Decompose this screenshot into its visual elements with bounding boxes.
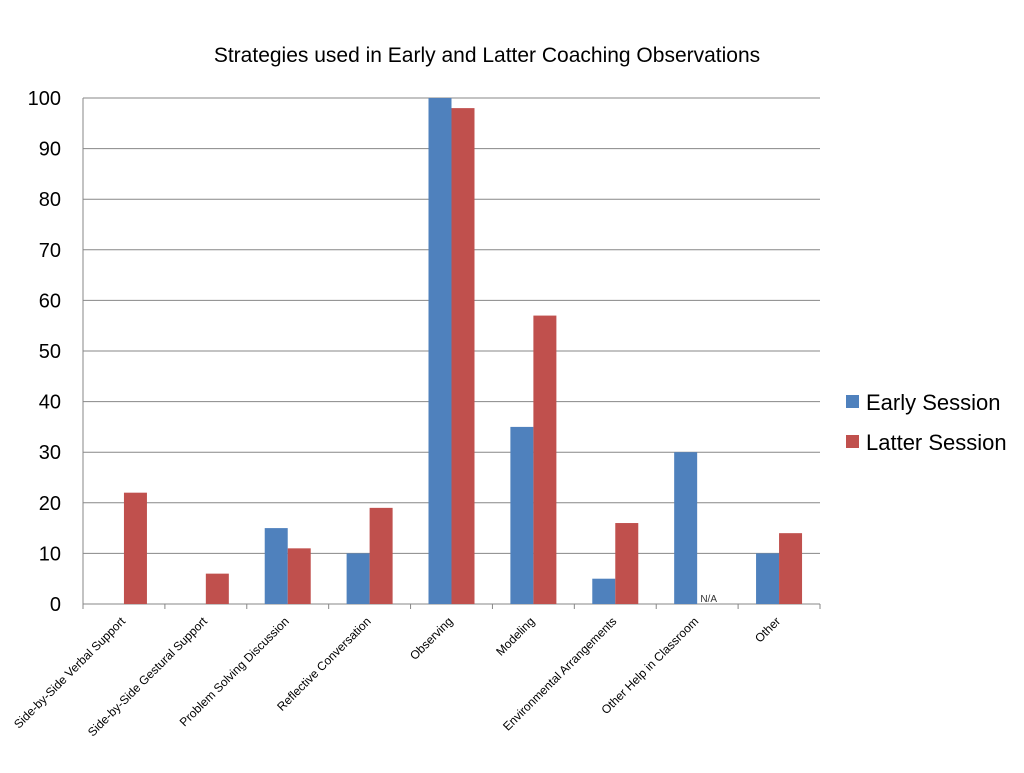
bar-latter-1 bbox=[205, 573, 229, 604]
y-tick-label: 20 bbox=[39, 493, 61, 515]
bar-early-3 bbox=[346, 553, 370, 604]
bar-latter-6 bbox=[615, 523, 639, 604]
bar-latter-3 bbox=[369, 507, 393, 604]
y-tick-label: 70 bbox=[39, 240, 61, 262]
y-tick-label: 80 bbox=[39, 189, 61, 211]
bar-latter-0 bbox=[123, 492, 147, 604]
na-annotation: N/A bbox=[700, 594, 717, 605]
legend-swatch-latter bbox=[846, 435, 859, 448]
y-tick-label: 40 bbox=[39, 392, 61, 414]
x-category-label: Reflective Conversation bbox=[274, 614, 374, 714]
bar-latter-4 bbox=[451, 108, 475, 605]
x-category-label: Other Help in Classroom bbox=[598, 614, 701, 717]
bar-latter-2 bbox=[287, 548, 311, 604]
legend-label-early: Early Session bbox=[866, 390, 1001, 415]
x-category-label: Modeling bbox=[493, 614, 537, 658]
bar-latter-5 bbox=[533, 315, 557, 604]
y-tick-label: 10 bbox=[39, 543, 61, 565]
y-tick-label: 50 bbox=[39, 341, 61, 363]
legend-swatch-early bbox=[846, 395, 859, 408]
y-tick-label: 90 bbox=[39, 139, 61, 161]
bar-latter-8 bbox=[779, 533, 803, 604]
bar-early-8 bbox=[756, 553, 780, 604]
bar-early-7 bbox=[674, 452, 698, 604]
legend-label-latter: Latter Session bbox=[866, 430, 1007, 455]
y-tick-label: 30 bbox=[39, 442, 61, 464]
bar-early-5 bbox=[510, 426, 534, 604]
y-tick-label: 0 bbox=[50, 594, 61, 616]
bar-early-2 bbox=[264, 528, 288, 604]
x-category-label: Other bbox=[752, 614, 783, 645]
y-tick-label: 60 bbox=[39, 290, 61, 312]
bar-early-6 bbox=[592, 578, 616, 604]
bar-early-4 bbox=[428, 98, 452, 604]
chart-title: Strategies used in Early and Latter Coac… bbox=[214, 44, 760, 67]
y-tick-label: 100 bbox=[28, 88, 61, 110]
x-category-label: Observing bbox=[407, 614, 456, 663]
